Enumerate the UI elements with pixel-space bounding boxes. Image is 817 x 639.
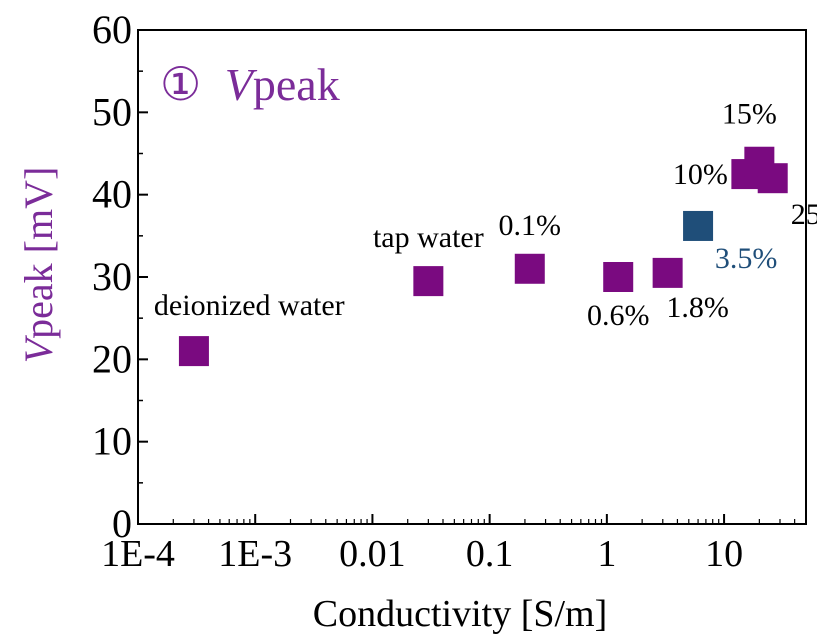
tick-labels: 0 10 20 30 40 50 60 1E-4 1E-3 0.01 0.1 1 10 [92,7,743,575]
point-labels: deionized water tap water 0.1% 0.6% 1.8% 3.5%… [154,98,817,332]
data-point-marker [683,210,714,241]
data-point-marker [514,253,545,284]
y-tick-label: 50 [92,89,132,134]
y-tick-label: 20 [92,336,132,381]
y-label-rest: peak [mV] [16,167,61,339]
x-tick-label: 0.1 [466,533,514,575]
data-point-label: 15% [722,98,777,131]
data-point-label: 25% [791,198,817,231]
x-axis-label: Conductivity [S/m] [313,593,608,635]
title-rest: peak [253,59,340,110]
y-tick-label: 40 [92,172,132,217]
data-point-marker [652,257,683,288]
x-tick-label: 0.01 [339,533,406,575]
x-tick-label: 10 [705,533,743,575]
data-point-marker [178,336,209,367]
y-tick-label: 0 [112,501,132,546]
axis-ticks [137,29,796,525]
chart-title: ① Vpeak [160,59,340,110]
data-point-label: tap water [373,221,484,254]
data-point-label: 1.8% [666,291,729,324]
data-point-label: 0.6% [587,299,650,332]
y-axis-label: Vpeak [mV] [16,167,61,364]
data-point-marker [757,163,788,194]
title-circled-number: ① [160,59,201,110]
data-point-marker [413,266,444,297]
data-point-marker [603,262,634,292]
y-tick-label: 30 [92,254,132,299]
title-italic: V [225,59,258,110]
data-point-label: 3.5% [715,242,778,275]
data-points [178,146,788,367]
x-tick-label: 1E-3 [218,533,292,575]
data-point-label: 0.1% [499,209,562,242]
data-point-label: deionized water [154,289,345,322]
data-point-label: 10% [673,158,728,191]
x-tick-label: 1 [597,533,616,575]
y-tick-label: 10 [92,419,132,464]
y-tick-label: 60 [92,7,132,52]
x-tick-label: 1E-4 [101,533,175,575]
y-label-italic: V [16,334,61,363]
